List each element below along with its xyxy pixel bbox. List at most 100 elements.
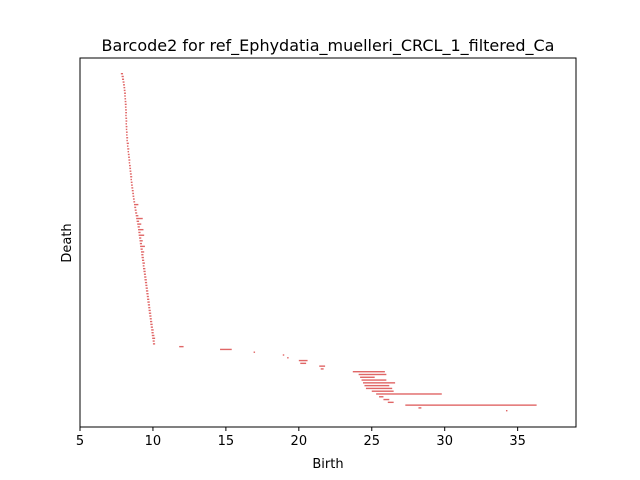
x-tick-label: 30	[436, 434, 453, 449]
barcode-bar	[298, 359, 308, 362]
barcode-bar	[126, 142, 129, 145]
barcode-bar	[129, 164, 131, 167]
barcode-bar	[140, 248, 143, 250]
barcode-bar	[149, 315, 152, 317]
barcode-bar	[148, 312, 152, 314]
barcode-bar	[146, 293, 149, 295]
barcode-bar	[123, 84, 125, 86]
barcode-bar	[132, 198, 135, 200]
barcode-bar	[128, 162, 131, 164]
x-tick-label: 20	[291, 434, 308, 449]
barcode-bar	[151, 329, 154, 331]
barcode-bar	[124, 103, 127, 106]
barcode-bar	[150, 320, 153, 323]
barcode-bar	[179, 345, 184, 348]
barcode-bar	[121, 75, 124, 78]
x-tick-label: 10	[145, 434, 162, 449]
barcode-bar	[152, 340, 155, 342]
barcode-bar	[136, 217, 143, 220]
barcode-bar	[287, 357, 289, 359]
barcode-bar	[505, 410, 508, 412]
barcode-bar	[151, 332, 154, 334]
barcode-bar	[132, 192, 134, 195]
barcode-bar	[152, 343, 156, 345]
barcode-bar	[125, 123, 127, 125]
barcode-bar	[363, 382, 396, 384]
barcode-bar	[143, 270, 146, 273]
barcode-bar	[141, 256, 144, 259]
barcode-bar	[150, 326, 153, 328]
barcode-bar	[387, 401, 394, 404]
plot-frame	[79, 57, 577, 428]
barcode-bars	[120, 73, 537, 412]
barcode-bar	[352, 371, 385, 373]
barcode-bar	[147, 304, 151, 306]
barcode-bar	[319, 365, 326, 367]
barcode-bar	[122, 78, 125, 80]
barcode-bar	[139, 237, 142, 239]
x-tick-label: 35	[509, 434, 526, 449]
barcode-bar	[139, 240, 143, 242]
barcode-bar	[136, 220, 140, 223]
barcode-bar	[131, 184, 133, 186]
barcode-bar	[145, 284, 148, 287]
barcode-bar	[138, 234, 145, 236]
barcode-bar	[124, 100, 127, 103]
barcode-bar	[142, 265, 145, 267]
barcode-bar	[144, 281, 148, 284]
barcode-bar	[120, 73, 124, 75]
barcode-bar	[143, 273, 146, 275]
barcode-bar	[137, 226, 140, 228]
barcode-bar	[142, 259, 145, 261]
barcode-bar	[360, 376, 375, 378]
barcode-bar	[127, 153, 130, 156]
barcode-bar	[141, 254, 144, 256]
barcode-bar	[146, 295, 149, 298]
x-tick-label: 5	[76, 434, 84, 449]
barcode-bar	[145, 287, 148, 289]
barcode-bar	[140, 245, 145, 248]
barcode-bar	[131, 189, 134, 192]
barcode-bar	[123, 86, 126, 89]
barcode-bar	[125, 131, 128, 133]
barcode-bar	[131, 187, 134, 189]
barcode-bar	[133, 203, 139, 206]
x-axis-ticks: 5 10 15 20 25 30 35	[76, 427, 526, 449]
barcode-bar	[126, 145, 129, 147]
barcode-bar	[126, 134, 128, 136]
barcode-bar	[132, 195, 135, 197]
barcode-bar	[122, 81, 125, 83]
y-axis-label: Death	[60, 223, 75, 262]
barcode-bar	[144, 279, 147, 281]
barcode-bar	[135, 212, 138, 214]
barcode-bar	[152, 337, 156, 339]
barcode-bar	[148, 309, 151, 312]
barcode-bar	[124, 98, 127, 100]
barcode-bar	[138, 231, 141, 234]
barcode-bar	[383, 398, 390, 401]
barcode-bar	[125, 109, 127, 111]
barcode-bar	[130, 176, 133, 178]
barcode-bar	[125, 125, 128, 128]
x-axis-label: Birth	[312, 457, 343, 472]
barcode-bar	[149, 318, 152, 320]
barcode-bar	[125, 114, 127, 117]
barcode-bar	[125, 128, 128, 131]
barcode-bar	[151, 334, 155, 337]
barcode-bar	[133, 201, 136, 203]
barcode-bar	[129, 170, 132, 172]
barcode-bar	[129, 173, 132, 175]
barcode-bar	[140, 251, 145, 253]
barcode-bar	[145, 290, 149, 292]
barcode-bar	[137, 223, 142, 225]
barcode-bar	[405, 404, 537, 406]
barcode-bar	[124, 95, 126, 97]
barcode-bar	[144, 276, 147, 278]
barcode-bar	[127, 150, 130, 153]
barcode-bar	[129, 167, 132, 170]
barcode-bar	[134, 206, 137, 209]
barcode-bar	[320, 368, 324, 370]
barcode-bar	[134, 209, 137, 211]
barcode-bar	[124, 92, 126, 94]
